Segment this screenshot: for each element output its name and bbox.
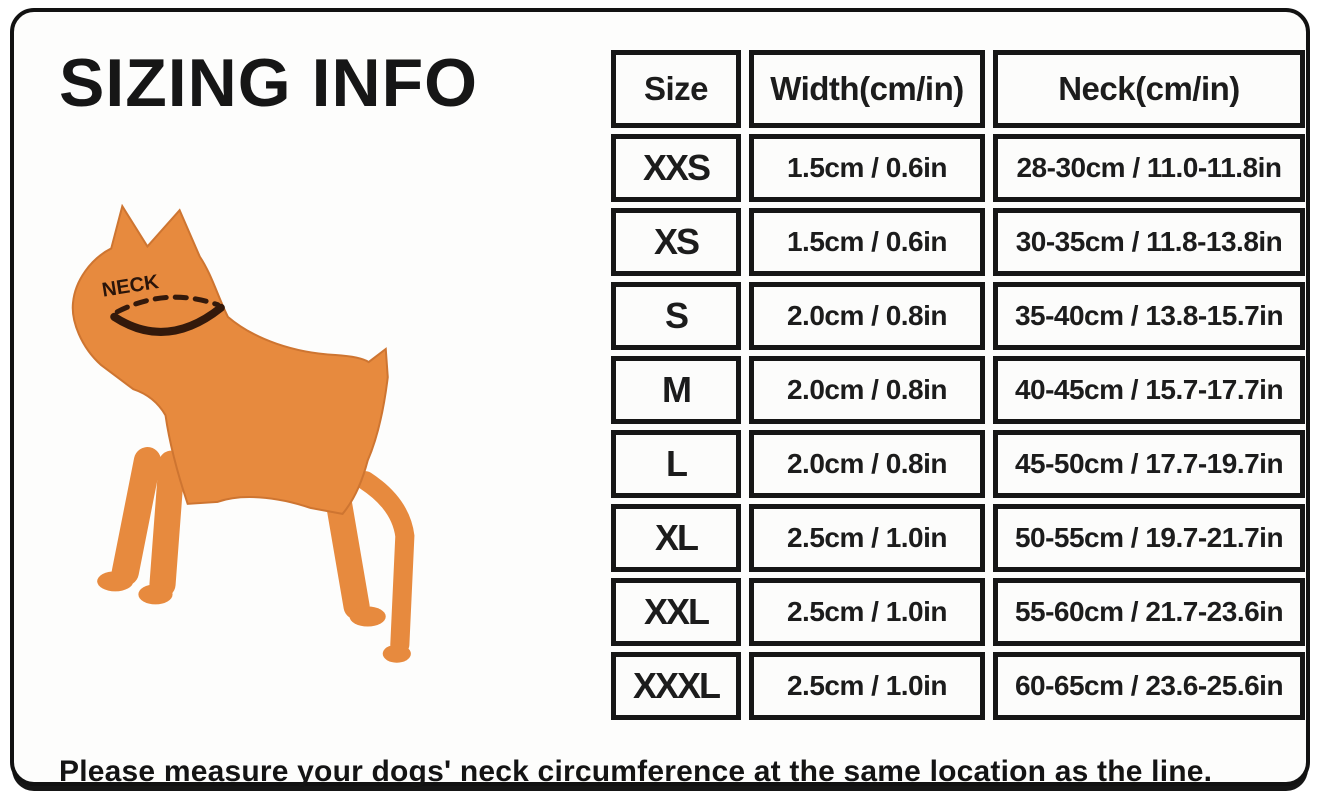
table-cell-size: L	[611, 430, 741, 498]
sizing-info-card: SIZING INFO NECK Size Width(cm/	[10, 8, 1310, 788]
table-cell-neck: 35-40cm / 13.8-15.7in	[993, 282, 1305, 350]
dog-diagram: NECK	[69, 203, 431, 672]
neck-collar-line	[110, 303, 225, 336]
table-cell-width: 2.5cm / 1.0in	[749, 504, 985, 572]
dog-silhouette-image: NECK	[71, 203, 415, 663]
table-cell-size: XL	[611, 504, 741, 572]
neck-measure-dashed-line	[114, 294, 221, 315]
dog-body	[71, 203, 389, 516]
sizing-table: Size Width(cm/in) Neck(cm/in) XXS 1.5cm …	[611, 50, 1305, 720]
measuring-instruction: Please measure your dogs' neck circumfer…	[59, 755, 1213, 788]
column-header-neck: Neck(cm/in)	[993, 50, 1305, 128]
table-cell-size: M	[611, 356, 741, 424]
table-cell-width: 2.5cm / 1.0in	[749, 652, 985, 720]
column-header-size: Size	[611, 50, 741, 128]
dog-front-leg-far	[111, 447, 162, 586]
table-cell-neck: 45-50cm / 17.7-19.7in	[993, 430, 1305, 498]
dog-front-leg-near	[149, 450, 185, 598]
table-cell-width: 1.5cm / 0.6in	[749, 208, 985, 276]
table-cell-neck: 28-30cm / 11.0-11.8in	[993, 134, 1305, 202]
dog-front-paw-near	[138, 584, 173, 605]
table-cell-width: 2.5cm / 1.0in	[749, 578, 985, 646]
table-cell-width: 2.0cm / 0.8in	[749, 430, 985, 498]
dog-rear-leg-near	[356, 471, 415, 655]
table-cell-width: 1.5cm / 0.6in	[749, 134, 985, 202]
page-title: SIZING INFO	[59, 45, 478, 121]
dog-rear-leg-far	[325, 487, 370, 620]
table-cell-size: XXL	[611, 578, 741, 646]
table-cell-size: XXXL	[611, 652, 741, 720]
table-cell-width: 2.0cm / 0.8in	[749, 356, 985, 424]
table-cell-neck: 40-45cm / 15.7-17.7in	[993, 356, 1305, 424]
table-cell-neck: 50-55cm / 19.7-21.7in	[993, 504, 1305, 572]
dog-rear-paw-far	[349, 606, 386, 627]
table-cell-size: S	[611, 282, 741, 350]
dog-rear-paw-near	[382, 644, 411, 663]
table-cell-size: XS	[611, 208, 741, 276]
dog-front-paw-far	[97, 571, 134, 592]
table-cell-size: XXS	[611, 134, 741, 202]
column-header-width: Width(cm/in)	[749, 50, 985, 128]
table-cell-neck: 30-35cm / 11.8-13.8in	[993, 208, 1305, 276]
table-cell-neck: 55-60cm / 21.7-23.6in	[993, 578, 1305, 646]
table-cell-neck: 60-65cm / 23.6-25.6in	[993, 652, 1305, 720]
table-cell-width: 2.0cm / 0.8in	[749, 282, 985, 350]
